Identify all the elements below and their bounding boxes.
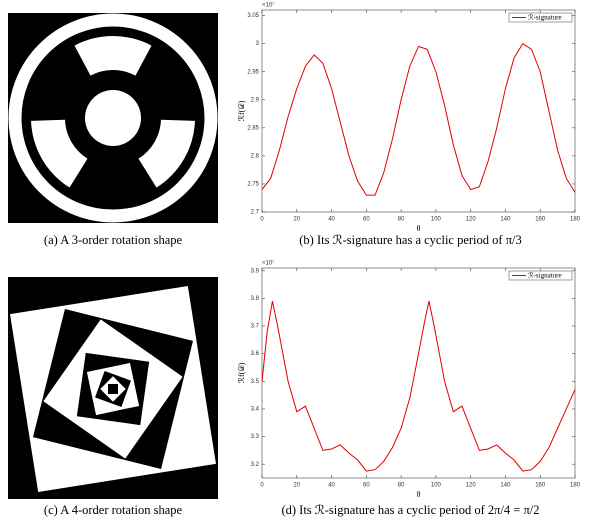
x-tick-label: 160 bbox=[535, 483, 546, 489]
y-tick-label: 2.8 bbox=[251, 153, 260, 159]
y-tick-label: 2.75 bbox=[247, 182, 259, 188]
y-tick-label: 3.4 bbox=[251, 406, 260, 412]
y-tick-label: 3.2 bbox=[251, 462, 260, 468]
y-tick-label: 3.9 bbox=[251, 268, 260, 274]
caption: (d) Its ℛ-signature has a cyclic period … bbox=[281, 503, 539, 517]
y-tick-label: 3.3 bbox=[251, 434, 260, 440]
x-tick-label: 40 bbox=[328, 483, 335, 489]
caption: (b) Its ℛ-signature has a cyclic period … bbox=[299, 233, 521, 247]
y-tick-label: 3.05 bbox=[247, 13, 259, 19]
y-tick-label: 2.95 bbox=[247, 69, 259, 75]
x-tick-label: 180 bbox=[570, 217, 581, 223]
y-axis-label: ℛf(𝒟) bbox=[237, 362, 246, 383]
multiplier: ×10⁷ bbox=[262, 260, 274, 267]
x-tick-label: 140 bbox=[500, 483, 511, 489]
legend-box bbox=[508, 270, 573, 281]
y-axis-label: ℛf(𝒟) bbox=[237, 100, 246, 121]
x-tick-label: 80 bbox=[398, 217, 405, 223]
x-tick-label: 80 bbox=[398, 483, 405, 489]
image-a bbox=[8, 13, 218, 223]
x-tick-label: 160 bbox=[535, 217, 546, 223]
x-tick-label: 20 bbox=[293, 483, 300, 489]
x-tick-label: 60 bbox=[363, 483, 370, 489]
x-tick-label: 180 bbox=[570, 483, 581, 489]
x-tick-label: 100 bbox=[431, 217, 442, 223]
x-tick-label: 0 bbox=[260, 483, 264, 489]
plot-area bbox=[261, 267, 576, 479]
multiplier: ×10⁷ bbox=[262, 2, 274, 9]
x-tick-label: 120 bbox=[466, 217, 477, 223]
y-tick-label: 3 bbox=[256, 41, 260, 47]
x-tick-label: 40 bbox=[328, 217, 335, 223]
plot-area bbox=[261, 9, 576, 213]
y-tick-label: 3.5 bbox=[251, 379, 260, 385]
y-tick-label: 2.7 bbox=[251, 210, 260, 216]
y-tick-label: 2.9 bbox=[251, 97, 260, 103]
y-tick-label: 2.85 bbox=[247, 125, 259, 131]
caption: (a) A 3-order rotation shape bbox=[44, 233, 183, 247]
image-c bbox=[8, 277, 218, 499]
x-axis-label: θ bbox=[417, 490, 421, 499]
legend-label: ℛ-signature bbox=[528, 13, 562, 21]
caption: (c) A 4-order rotation shape bbox=[44, 503, 183, 517]
x-tick-label: 20 bbox=[293, 217, 300, 223]
line bbox=[261, 42, 576, 196]
y-tick-label: 3.6 bbox=[251, 351, 260, 357]
x-tick-label: 120 bbox=[466, 483, 477, 489]
y-tick-label: 3.7 bbox=[251, 324, 260, 330]
x-tick-label: 60 bbox=[363, 217, 370, 223]
y-tick-label: 3.8 bbox=[251, 296, 260, 302]
line bbox=[261, 301, 576, 472]
x-tick-label: 100 bbox=[431, 483, 442, 489]
legend-label: ℛ-signature bbox=[528, 271, 562, 279]
x-axis-label: θ bbox=[417, 224, 421, 233]
x-tick-label: 140 bbox=[500, 217, 511, 223]
x-tick-label: 0 bbox=[260, 217, 264, 223]
legend-box bbox=[508, 12, 573, 23]
